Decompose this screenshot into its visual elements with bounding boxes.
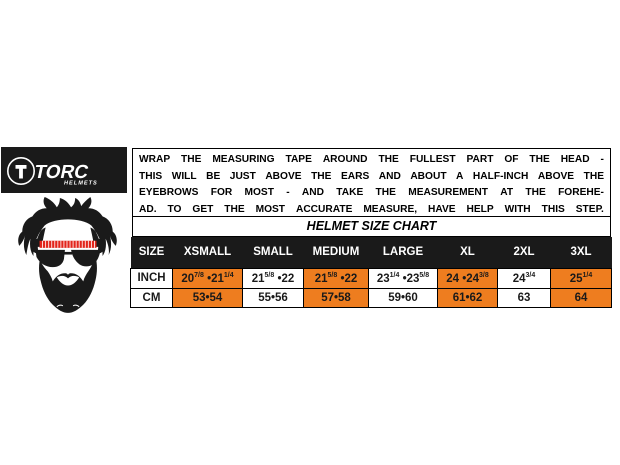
svg-text:HELMETS: HELMETS: [64, 181, 98, 187]
